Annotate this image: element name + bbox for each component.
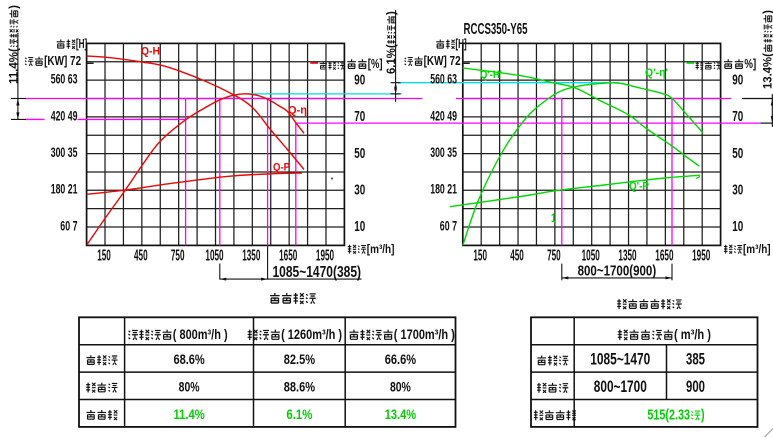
svg-text:Q'-P: Q'-P xyxy=(629,181,649,193)
svg-text:88.6%: 88.6% xyxy=(284,380,316,396)
svg-text:): ) xyxy=(384,11,398,15)
svg-text:450: 450 xyxy=(510,248,524,265)
svg-text:11.4%: 11.4% xyxy=(173,407,205,423)
svg-text:560 63: 560 63 xyxy=(430,71,457,87)
svg-text:150: 150 xyxy=(473,248,487,265)
svg-text:420 49: 420 49 xyxy=(430,107,457,123)
svg-text:80%: 80% xyxy=(179,380,200,396)
svg-text:90: 90 xyxy=(732,72,743,88)
svg-text:10: 10 xyxy=(732,219,743,235)
svg-text:30: 30 xyxy=(732,183,743,199)
svg-text:420 49: 420 49 xyxy=(51,107,78,123)
svg-text:[H]: [H] xyxy=(76,36,87,51)
svg-text:50: 50 xyxy=(354,146,365,162)
svg-text:1950: 1950 xyxy=(316,248,334,265)
svg-text:1: 1 xyxy=(551,211,556,225)
svg-text:Q'-H': Q'-H' xyxy=(480,69,502,81)
svg-text:300 35: 300 35 xyxy=(430,144,457,160)
svg-text:): ) xyxy=(7,5,21,9)
svg-text:180 21: 180 21 xyxy=(430,181,457,197)
svg-text:1650: 1650 xyxy=(279,248,297,265)
svg-text:[KW] 72: [KW] 72 xyxy=(44,53,81,68)
svg-text:150: 150 xyxy=(97,248,111,265)
svg-text:900: 900 xyxy=(686,378,705,396)
svg-text:[%]: [%] xyxy=(368,56,383,71)
svg-text:60 7: 60 7 xyxy=(440,217,457,233)
svg-text:515(2.33: 515(2.33 xyxy=(647,406,690,423)
svg-text:1950: 1950 xyxy=(692,248,710,265)
svg-text:): ) xyxy=(761,10,773,14)
svg-text:385: 385 xyxy=(686,351,705,369)
svg-text:6.1%: 6.1% xyxy=(286,407,312,423)
svg-text:60 7: 60 7 xyxy=(60,217,77,233)
svg-text:80%: 80% xyxy=(390,380,411,396)
svg-text:1650: 1650 xyxy=(655,248,673,265)
svg-text:13.4%(: 13.4%( xyxy=(761,52,773,89)
svg-text:1350: 1350 xyxy=(618,248,636,265)
svg-text:300 35: 300 35 xyxy=(51,144,78,160)
svg-text:450: 450 xyxy=(134,248,148,265)
svg-text:800~1700: 800~1700 xyxy=(594,378,647,396)
svg-text:82.5%: 82.5% xyxy=(284,352,316,368)
svg-text:1085~1470: 1085~1470 xyxy=(590,351,650,369)
svg-text:Q-P: Q-P xyxy=(273,162,290,174)
svg-text:Q-η: Q-η xyxy=(288,105,307,117)
svg-text:66.6%: 66.6% xyxy=(385,352,417,368)
svg-text:50: 50 xyxy=(732,146,743,162)
svg-text:1085~1470(385): 1085~1470(385) xyxy=(273,264,362,281)
svg-text:70: 70 xyxy=(354,109,365,125)
svg-text:[m³/h]: [m³/h] xyxy=(743,242,771,256)
svg-text:30: 30 xyxy=(354,183,365,199)
svg-text:180 21: 180 21 xyxy=(51,181,78,197)
svg-text:( m³/h ): ( m³/h ) xyxy=(674,326,711,342)
svg-text:750: 750 xyxy=(171,248,185,265)
svg-text:Q-H: Q-H xyxy=(141,46,160,58)
svg-text:): ) xyxy=(701,406,705,423)
svg-text:68.6%: 68.6% xyxy=(173,352,205,368)
svg-text:70: 70 xyxy=(732,109,743,125)
svg-text:[m³/h]: [m³/h] xyxy=(367,242,395,256)
svg-text:10: 10 xyxy=(354,219,365,235)
svg-text:1050: 1050 xyxy=(205,248,223,265)
svg-text:( 1700m³/h ): ( 1700m³/h ) xyxy=(394,326,455,342)
svg-text:11.4%(: 11.4%( xyxy=(7,47,21,84)
svg-text:( 1260m³/h ): ( 1260m³/h ) xyxy=(281,326,342,342)
svg-text:1350: 1350 xyxy=(242,248,260,265)
svg-text:[H]: [H] xyxy=(455,36,466,51)
svg-text:[KW] 72: [KW] 72 xyxy=(424,53,461,68)
svg-text:1050: 1050 xyxy=(582,248,600,265)
svg-text:Q'-η': Q'-η' xyxy=(645,67,668,79)
svg-text:%]: %] xyxy=(744,56,756,71)
svg-text:RCCS350-Y65: RCCS350-Y65 xyxy=(464,21,528,38)
svg-text:750: 750 xyxy=(547,248,561,265)
svg-text:6.1%(: 6.1%( xyxy=(384,44,398,74)
svg-text:800~1700(900): 800~1700(900) xyxy=(578,264,657,280)
svg-text:560 63: 560 63 xyxy=(51,71,78,87)
svg-text:13.4%: 13.4% xyxy=(385,407,417,423)
svg-text:( 800m³/h ): ( 800m³/h ) xyxy=(173,326,228,342)
svg-text:90: 90 xyxy=(354,72,365,88)
